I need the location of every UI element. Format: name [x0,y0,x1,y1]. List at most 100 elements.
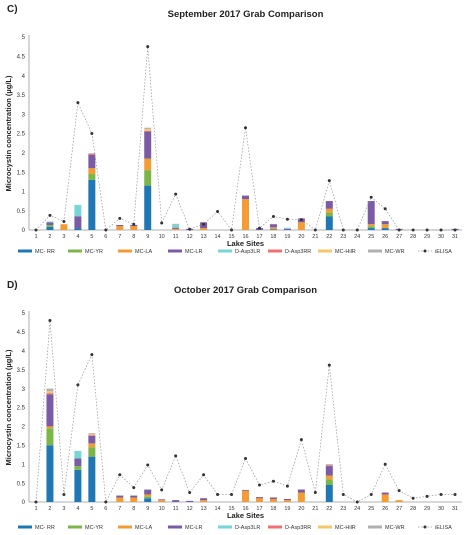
bar-segment-mc-wr [88,153,96,154]
bar-segment-mc-wr [88,433,96,435]
elisa-point [355,228,359,232]
legend-label: MC- RR [35,249,55,255]
elisa-point [230,492,234,496]
x-tick-label: 10 [159,234,165,240]
elisa-point [313,491,317,495]
bar-segment-mc-la [297,492,305,502]
bar-segment-mc-hilr [144,128,152,131]
x-tick-label: 15 [228,506,234,512]
y-tick-label: 4.5 [17,330,26,336]
x-tick-label: 2 [48,506,51,512]
legend-swatch-mc-hilr [318,525,332,529]
legend-label: MC-WR [385,525,405,531]
elisa-point [244,457,247,461]
bar-segment-mc-wr [144,127,152,129]
x-tick-label: 22 [326,506,332,512]
x-tick-label: 20 [298,234,304,240]
bar-segment-d-asp3lr [172,224,180,228]
legend-label: D-Asp3LR [235,249,260,255]
elisa-point [202,222,206,226]
elisa-point [383,462,387,466]
elisa-point [257,226,261,230]
legend-swatch-d-asp3rr [268,249,282,253]
x-axis-label: Lake Sites [227,239,264,248]
bar-segment-mc-lr [242,489,249,491]
bar-segment-mc-yr [88,447,96,457]
bar-segment-mc-wr [325,464,333,466]
elisa-point [90,132,94,135]
y-tick-label: 3.5 [17,93,26,99]
x-axis-label: Lake Sites [227,511,264,520]
elisa-point [453,492,457,496]
bar-segment-mc-wr [46,388,54,392]
y-tick-label: 5 [22,35,26,41]
bar-segment-mc-yr [46,224,54,227]
x-tick-label: 25 [368,234,374,240]
bar-segment-mc-yr [88,174,96,180]
bar-segment-mc-lr [325,201,333,209]
x-tick-label: 14 [215,234,221,240]
elisa-point [104,500,108,504]
legend-label: MC-HilR [335,525,356,531]
elisa-point [216,492,220,496]
bar-segment-mc-lr [144,131,152,159]
chart-september: September 2017 Grab Comparison00.511.522… [4,9,462,255]
bar-segment-mc-la [283,500,291,502]
elisa-point [397,489,401,493]
x-tick-label: 28 [410,234,416,240]
legend-label: MC-HilR [335,249,356,255]
elisa-point [76,101,80,105]
chart-title: September 2017 Grab Comparison [168,9,324,20]
bar-segment-mc-rr [325,484,333,502]
y-tick-label: 1 [22,190,26,196]
y-tick-label: 4.5 [17,55,26,61]
elisa-point [439,228,443,232]
legend-swatch-d-asp3lr [218,249,232,253]
bar-segment-mc-wr [242,195,249,197]
x-tick-label: 1 [34,506,37,512]
bar-segment-mc-hilr [88,434,96,436]
bar-segment-mc-la [130,497,138,502]
elisa-point [257,483,261,487]
bar-segment-mc-lr [46,222,54,225]
x-tick-label: 27 [396,234,402,240]
bar-segment-mc-rr [144,498,152,502]
elisa-point [90,353,94,357]
x-tick-label: 2 [48,234,51,240]
bar-segment-mc-la [116,497,124,502]
bar-segment-mc-lr [283,498,291,501]
x-tick-label: 31 [452,234,458,240]
y-tick-label: 3 [22,387,26,393]
bar-segment-mc-lr [269,224,277,228]
bar-segment-mc-yr [144,496,152,499]
elisa-point [439,492,443,496]
legend-swatch-mc-lr [168,249,182,253]
bar-segment-mc-lr [88,154,96,169]
bar-segment-mc-lr [381,221,389,225]
bar-segment-mc-lr [130,495,138,498]
elisa-point [327,179,331,183]
bar-segment-mc-yr [46,428,54,446]
bar-segment-mc-la [88,168,96,175]
elisa-point [299,218,303,222]
x-tick-label: 24 [354,506,360,512]
bar-segment-mc-rr [46,445,54,502]
y-tick-label: 1.5 [17,444,26,450]
bar-segment-mc-la [381,494,389,502]
legend-swatch-mc-hilr [318,249,332,253]
elisa-point [271,214,275,218]
x-tick-label: 17 [256,234,262,240]
bar-segment-d-asp3rr [88,435,96,436]
x-tick-label: 26 [382,506,388,512]
elisa-line [35,320,455,504]
elisa-point [411,228,415,232]
legend-marker-elisa [423,525,427,529]
x-tick-label: 18 [270,506,276,512]
bar-segment-mc-lr [74,216,82,229]
x-tick-label: 29 [424,234,430,240]
x-tick-label: 7 [118,234,121,240]
x-tick-label: 16 [242,506,248,512]
bar-segment-mc-la [116,226,124,230]
y-tick-label: 0.5 [17,209,26,215]
